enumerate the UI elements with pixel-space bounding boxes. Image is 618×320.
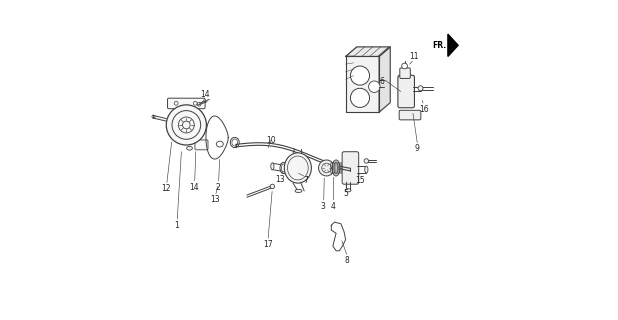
- Ellipse shape: [332, 160, 340, 176]
- Text: 16: 16: [419, 105, 428, 114]
- Text: 14: 14: [190, 183, 199, 192]
- Circle shape: [350, 66, 370, 85]
- FancyBboxPatch shape: [398, 75, 415, 108]
- Text: 4: 4: [331, 202, 336, 211]
- Circle shape: [166, 105, 206, 145]
- Circle shape: [270, 184, 274, 189]
- Polygon shape: [448, 34, 458, 56]
- Circle shape: [350, 88, 370, 108]
- FancyBboxPatch shape: [342, 152, 358, 184]
- Ellipse shape: [271, 163, 274, 170]
- Ellipse shape: [295, 189, 302, 193]
- Text: 11: 11: [409, 52, 419, 61]
- Text: 5: 5: [343, 189, 348, 198]
- Polygon shape: [345, 47, 390, 56]
- Circle shape: [318, 160, 334, 176]
- Ellipse shape: [232, 139, 238, 146]
- Text: 2: 2: [216, 183, 221, 192]
- Text: 13: 13: [210, 195, 220, 204]
- FancyBboxPatch shape: [167, 98, 205, 109]
- Ellipse shape: [216, 141, 223, 147]
- Text: 13: 13: [276, 175, 285, 184]
- Text: 6: 6: [380, 77, 385, 86]
- Ellipse shape: [345, 189, 351, 192]
- Polygon shape: [345, 56, 379, 112]
- Ellipse shape: [187, 146, 192, 150]
- Ellipse shape: [284, 153, 311, 183]
- Ellipse shape: [365, 166, 368, 173]
- Text: 14: 14: [201, 90, 210, 99]
- Circle shape: [364, 159, 368, 163]
- Polygon shape: [379, 47, 390, 112]
- Text: 3: 3: [321, 202, 326, 211]
- Text: 7: 7: [303, 176, 308, 185]
- Text: 17: 17: [263, 240, 273, 249]
- FancyBboxPatch shape: [195, 140, 208, 150]
- Text: FR.: FR.: [433, 41, 447, 50]
- Circle shape: [402, 63, 407, 69]
- Circle shape: [368, 81, 380, 92]
- Ellipse shape: [231, 137, 239, 148]
- Text: 8: 8: [345, 256, 350, 265]
- Ellipse shape: [280, 162, 287, 173]
- Text: 10: 10: [266, 136, 276, 145]
- Text: 1: 1: [174, 221, 179, 230]
- Circle shape: [418, 86, 423, 91]
- Text: 9: 9: [415, 144, 420, 153]
- FancyBboxPatch shape: [399, 110, 421, 120]
- FancyBboxPatch shape: [400, 68, 410, 78]
- Text: 15: 15: [355, 176, 365, 185]
- Ellipse shape: [281, 164, 286, 172]
- Text: 12: 12: [161, 184, 171, 193]
